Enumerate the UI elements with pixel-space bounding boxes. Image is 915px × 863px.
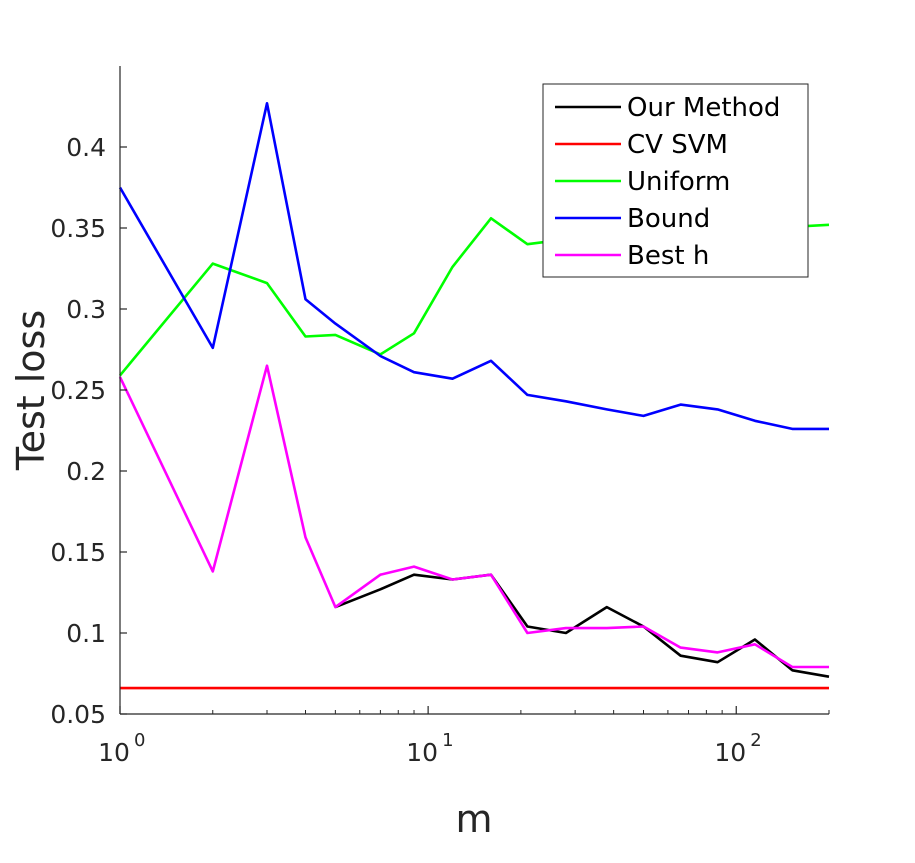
y-tick-label: 0.05: [50, 700, 106, 729]
y-tick-label: 0.35: [50, 214, 106, 243]
series-line-our-method: [334, 573, 830, 678]
legend: Our Method CV SVM Uniform Bound Best h: [542, 83, 809, 278]
x-tick-exponent: 1: [442, 730, 453, 751]
series-line-bound: [118, 102, 829, 431]
x-tick-exponent: 2: [750, 730, 761, 751]
axes-layer: 0.050.10.150.20.250.30.350.410 0 10 1 10 2: [50, 66, 830, 767]
x-tick-label: 10: [714, 738, 746, 767]
series-line-best-h: [118, 364, 829, 669]
x-tick-label: 10: [406, 738, 438, 767]
legend-label: CV SVM: [627, 130, 728, 160]
legend-label: Uniform: [627, 167, 730, 197]
legend-label: Best h: [627, 241, 709, 271]
legend-label: Bound: [627, 204, 710, 234]
x-tick-exponent: 0: [134, 730, 145, 751]
series-line-uniform: [118, 217, 830, 377]
y-tick-label: 0.15: [50, 538, 106, 567]
legend-label: Our Method: [627, 93, 780, 123]
y-tick-label: 0.25: [50, 376, 106, 405]
y-tick-label: 0.3: [66, 295, 106, 324]
y-tick-label: 0.1: [66, 619, 106, 648]
y-axis-title: Test loss: [9, 310, 53, 471]
y-tick-label: 0.4: [66, 133, 106, 162]
x-tick-label: 10: [98, 738, 130, 767]
series-layer: [118, 102, 830, 690]
y-tick-label: 0.2: [66, 457, 106, 486]
x-axis-title: m: [455, 797, 492, 841]
